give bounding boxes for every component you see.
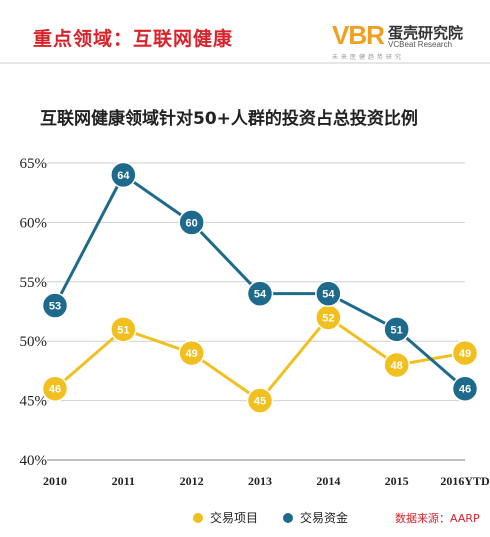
data-label-1: 53	[49, 301, 61, 313]
data-label-0: 49	[459, 348, 471, 360]
data-label-1: 54	[322, 289, 335, 301]
data-point-1	[178, 209, 205, 236]
data-point-0	[178, 339, 205, 367]
chart-title: 互联网健康领域针对50+人群的投资占总投资比例	[40, 109, 418, 129]
x-tick-label: 2013	[248, 474, 272, 488]
y-tick-label: 55%	[20, 275, 48, 291]
data-label-0: 45	[254, 396, 266, 408]
legend-label-1: 交易资金	[300, 510, 348, 525]
grid-lines	[47, 162, 465, 461]
logo-subtitle: VCBeat Research	[388, 40, 453, 49]
y-tick-label: 65%	[20, 156, 48, 172]
legend: 交易项目 交易资金	[193, 510, 348, 525]
header-bar: 重点领域：互联网健康 VBR 蛋壳研究院 VCBeat Research 未来医…	[0, 0, 490, 62]
x-tick-label: 2014	[316, 474, 340, 488]
data-point-1	[110, 161, 137, 189]
data-point-0	[110, 316, 137, 343]
x-tick-label: 2012	[180, 474, 204, 488]
legend-marker-1	[283, 513, 293, 523]
data-label-1: 51	[391, 324, 403, 336]
legend-marker-0	[193, 513, 203, 523]
source-note: 数据来源：AARP	[395, 511, 480, 525]
data-point-0	[41, 375, 69, 402]
x-axis-ticks: 2010 2011 2012 2013 2014 2015 2016YTD	[43, 474, 490, 488]
logo-name: 蛋壳研究院	[388, 24, 464, 42]
data-label-1: 60	[186, 217, 198, 229]
x-tick-label: 2011	[112, 474, 135, 488]
x-tick-label: 2016YTD	[440, 474, 490, 488]
x-tick-label: 2010	[43, 474, 67, 488]
data-label-1: 64	[117, 170, 130, 182]
y-tick-label: 60%	[20, 215, 48, 231]
data-point-1	[451, 375, 479, 402]
vcbeat-logo: VBR 蛋壳研究院 VCBeat Research 未来医健趋势研究	[332, 20, 482, 61]
data-label-0: 51	[117, 324, 129, 336]
data-points: 46 51 49 45 52 48 49 53 64 60 54 54 51 46	[41, 161, 479, 414]
data-label-1: 54	[254, 289, 267, 301]
page-title: 重点领域：互联网健康	[33, 28, 234, 50]
x-tick-label: 2015	[385, 474, 409, 488]
y-tick-label: 40%	[20, 453, 48, 469]
y-tick-label: 45%	[20, 394, 48, 410]
data-point-0	[246, 387, 274, 414]
y-axis-ticks: 40% 45% 50% 55% 60% 65%	[20, 156, 48, 469]
data-label-0: 46	[49, 384, 61, 396]
data-point-0	[383, 351, 410, 379]
header-divider	[0, 62, 490, 64]
data-label-1: 46	[459, 384, 471, 396]
data-point-1	[246, 280, 274, 307]
data-point-1	[383, 316, 410, 343]
data-label-0: 49	[186, 348, 198, 360]
logo-tagline: 未来医健趋势研究	[332, 54, 405, 61]
data-point-0	[451, 339, 479, 367]
logo-mark: VBR	[332, 20, 385, 50]
data-label-0: 52	[322, 312, 334, 324]
data-point-1	[315, 280, 342, 307]
y-tick-label: 50%	[20, 334, 48, 350]
data-point-1	[41, 292, 69, 319]
legend-label-0: 交易项目	[210, 510, 258, 525]
data-label-0: 48	[391, 360, 403, 372]
